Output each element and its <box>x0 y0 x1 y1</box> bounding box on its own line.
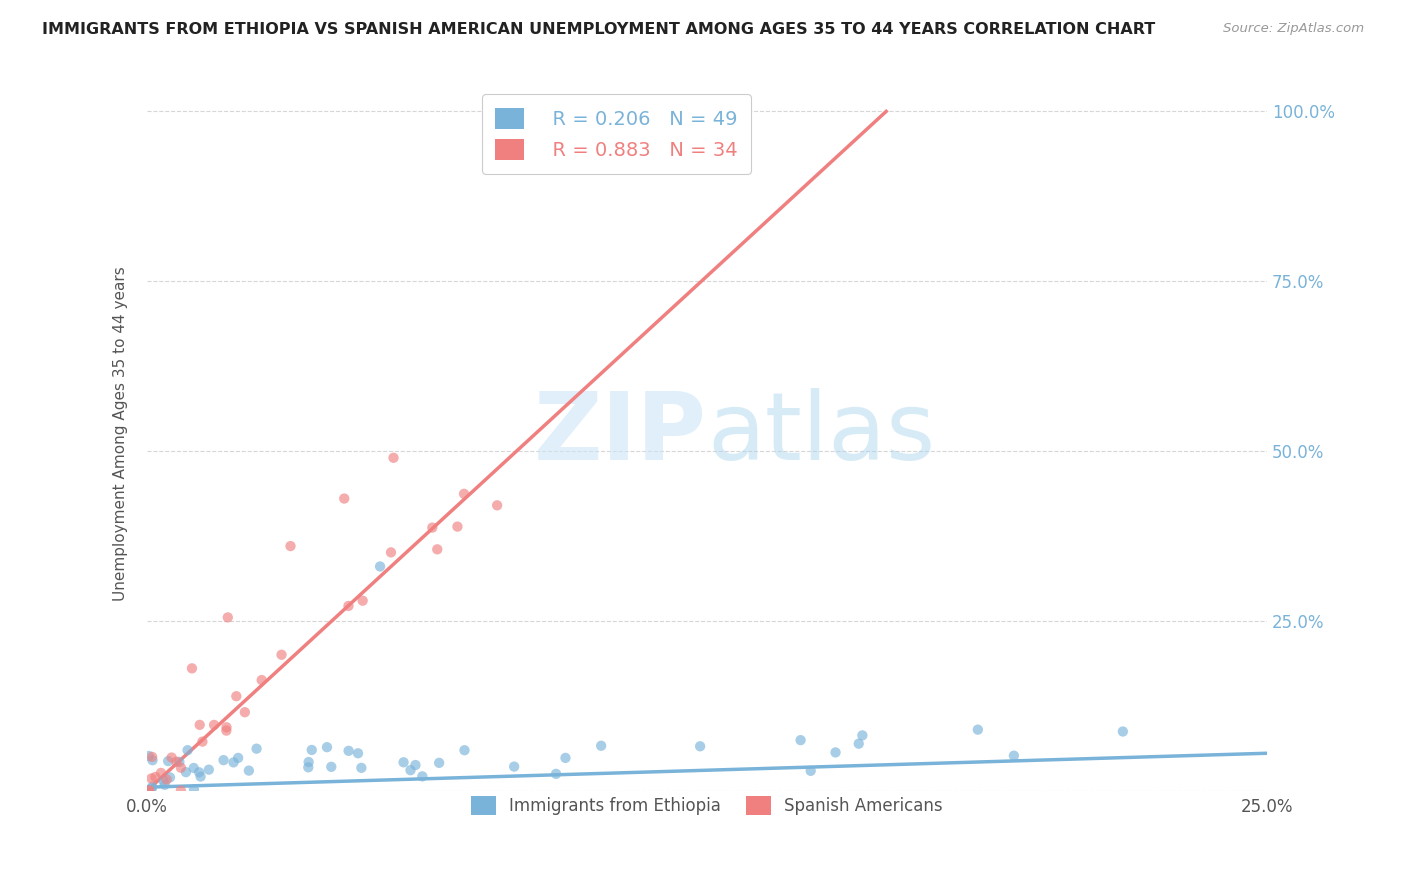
Point <box>591 739 613 753</box>
Point <box>238 764 260 778</box>
Point <box>800 764 823 778</box>
Point <box>202 718 225 732</box>
Point <box>301 743 323 757</box>
Point <box>546 767 568 781</box>
Point <box>159 771 181 785</box>
Point <box>181 661 204 675</box>
Point <box>170 783 193 797</box>
Point <box>337 744 360 758</box>
Point <box>190 770 212 784</box>
Point <box>157 754 180 768</box>
Point <box>141 750 163 764</box>
Point <box>321 760 343 774</box>
Point <box>245 741 267 756</box>
Point <box>174 765 197 780</box>
Point <box>280 539 302 553</box>
Point <box>789 733 811 747</box>
Point <box>453 743 475 757</box>
Point <box>554 751 576 765</box>
Point <box>270 648 292 662</box>
Point <box>851 728 873 742</box>
Point <box>212 753 235 767</box>
Point <box>392 756 415 770</box>
Point <box>337 599 360 613</box>
Point <box>426 542 449 557</box>
Point <box>1002 748 1025 763</box>
Point <box>298 755 321 769</box>
Point <box>824 746 846 760</box>
Point <box>380 545 402 559</box>
Point <box>347 746 370 760</box>
Text: ZIP: ZIP <box>534 388 707 480</box>
Text: Source: ZipAtlas.com: Source: ZipAtlas.com <box>1223 22 1364 36</box>
Point <box>141 780 163 794</box>
Point <box>150 765 173 780</box>
Point <box>188 765 211 780</box>
Point <box>368 559 391 574</box>
Text: IMMIGRANTS FROM ETHIOPIA VS SPANISH AMERICAN UNEMPLOYMENT AMONG AGES 35 TO 44 YE: IMMIGRANTS FROM ETHIOPIA VS SPANISH AMER… <box>42 22 1156 37</box>
Point <box>138 783 160 797</box>
Point <box>141 781 163 796</box>
Point <box>420 520 443 534</box>
Point <box>411 769 433 783</box>
Point <box>138 783 160 797</box>
Point <box>191 734 214 748</box>
Point <box>404 758 426 772</box>
Point <box>225 690 247 704</box>
Point <box>215 723 238 738</box>
Point <box>170 761 193 775</box>
Point <box>333 491 356 506</box>
Point <box>297 760 319 774</box>
Point <box>188 718 211 732</box>
Point <box>152 773 174 788</box>
Point <box>141 753 163 767</box>
Point <box>250 673 273 687</box>
Point <box>176 743 198 757</box>
Point <box>350 761 373 775</box>
Point <box>427 756 450 770</box>
Text: atlas: atlas <box>707 388 935 480</box>
Point <box>138 749 160 764</box>
Point <box>198 763 221 777</box>
Legend: Immigrants from Ethiopia, Spanish Americans: Immigrants from Ethiopia, Spanish Americ… <box>461 787 953 825</box>
Point <box>160 750 183 764</box>
Point <box>226 751 249 765</box>
Point <box>215 720 238 734</box>
Point <box>316 740 339 755</box>
Point <box>169 755 191 769</box>
Point <box>503 759 526 773</box>
Point <box>183 761 205 775</box>
Point <box>153 778 176 792</box>
Point <box>673 118 696 132</box>
Point <box>1112 724 1135 739</box>
Point <box>141 772 163 786</box>
Point <box>848 737 870 751</box>
Point <box>352 593 374 607</box>
Point <box>486 499 509 513</box>
Point <box>399 763 422 777</box>
Point <box>156 772 179 787</box>
Y-axis label: Unemployment Among Ages 35 to 44 years: Unemployment Among Ages 35 to 44 years <box>114 267 128 601</box>
Point <box>446 519 468 533</box>
Point <box>689 739 711 754</box>
Point <box>145 770 167 784</box>
Point <box>222 756 245 770</box>
Point <box>382 450 405 465</box>
Point <box>217 610 239 624</box>
Point <box>183 782 205 797</box>
Point <box>233 705 256 719</box>
Point <box>453 487 475 501</box>
Point <box>966 723 988 737</box>
Point <box>166 755 188 769</box>
